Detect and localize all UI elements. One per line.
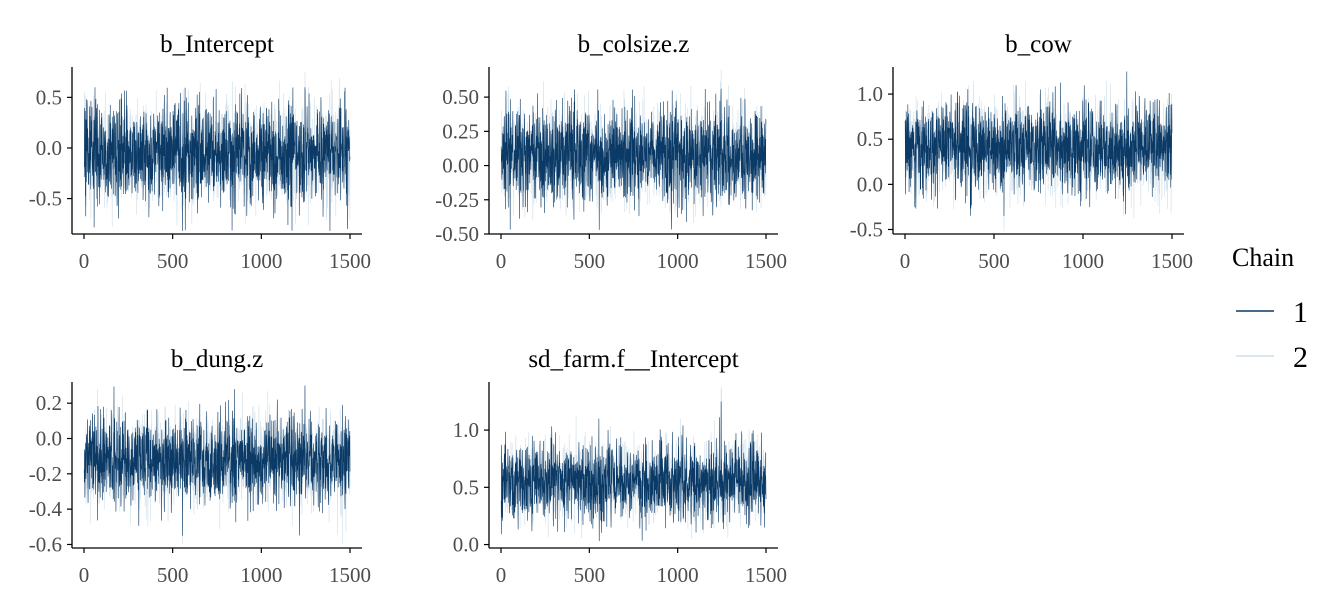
y-tick-label: 0.0 [857,172,883,196]
trace-line-chain-1 [500,88,767,230]
y-tick-label: 0.00 [442,154,479,178]
y-tick-label: -0.5 [850,217,883,241]
panel-title: b_Intercept [160,31,274,58]
y-tick-label: -0.50 [435,222,479,246]
y-tick-label: -0.4 [29,497,63,521]
y-tick-label: 0.2 [36,391,62,415]
x-tick-label: 1500 [745,249,787,273]
x-tick-label: 1500 [329,563,371,587]
trace-line-chain-1 [904,71,1173,216]
y-tick-label: 0.0 [453,533,479,557]
y-tick-label: 0.0 [36,427,62,451]
x-tick-label: 1000 [657,563,699,587]
x-tick-label: 500 [978,249,1010,273]
legend-label-chain-2: 2 [1293,341,1308,374]
trace-line-chain-1 [83,385,351,536]
x-tick-label: 1500 [745,563,787,587]
trace-panel-3: b_cow -0.5 0.0 0.5 1.0 0 500 1000 1500 [850,31,1193,273]
y-tick-label: 0.5 [453,475,479,499]
legend: Chain 1 2 [1232,243,1308,374]
trace-panel-1: b_Intercept -0.5 0.0 0.5 0 500 1000 1500 [29,31,371,273]
legend-label-chain-1: 1 [1293,296,1308,329]
x-tick-label: 0 [79,563,90,587]
y-tick-label: 0.5 [36,85,62,109]
x-tick-label: 1000 [240,563,282,587]
panel-title: sd_farm.f__Intercept [528,346,738,373]
y-tick-label: 1.0 [857,82,883,106]
trace-line-chain-1 [500,401,767,542]
x-tick-label: 0 [496,249,507,273]
x-tick-label: 1000 [1062,249,1104,273]
x-tick-label: 1000 [240,249,282,273]
y-tick-label: 1.0 [453,418,479,442]
x-tick-label: 500 [574,249,606,273]
x-tick-label: 1500 [329,249,371,273]
trace-line-chain-1 [83,87,351,231]
y-tick-label: -0.6 [29,532,62,556]
x-tick-label: 0 [900,249,911,273]
x-tick-label: 500 [157,249,189,273]
x-tick-label: 500 [157,563,189,587]
y-tick-label: 0.5 [857,127,883,151]
x-tick-label: 0 [496,563,507,587]
x-tick-label: 1500 [1151,249,1193,273]
x-tick-label: 500 [574,563,606,587]
panel-title: b_colsize.z [578,31,690,58]
x-tick-label: 0 [79,249,90,273]
trace-panel-2: b_colsize.z -0.50 -0.25 0.00 0.25 0.50 0 500 100… [435,31,787,273]
legend-title: Chain [1232,243,1294,272]
y-tick-label: 0.25 [442,119,479,143]
trace-panel-5: sd_farm.f__Intercept 0.0 0.5 1.0 0 500 1000 150… [453,346,787,587]
y-tick-label: -0.5 [29,187,62,211]
x-tick-label: 1000 [657,249,699,273]
y-tick-label: 0.0 [36,136,62,160]
y-tick-label: -0.2 [29,462,62,486]
y-tick-label: -0.25 [435,188,479,212]
panel-title: b_cow [1005,31,1072,58]
panel-title: b_dung.z [171,346,263,373]
trace-panel-4: b_dung.z -0.6 -0.4 -0.2 0.0 0.2 0 500 1000 1500 [29,346,371,587]
y-tick-label: 0.50 [442,85,479,109]
